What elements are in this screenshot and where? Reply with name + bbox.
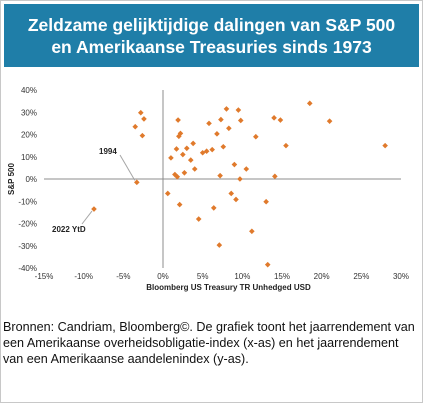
data-point — [173, 146, 180, 152]
scatter-plot: -15% -10% -5% 0% 5% 10% 15% 20% 25% 30% 40% 30% 20% 1… — [7, 86, 409, 292]
data-point — [190, 140, 196, 147]
y-tick-label: 10% — [21, 153, 37, 162]
data-point — [249, 228, 255, 235]
chart-title-line1: Zeldzame gelijktijdige dalingen van S&P … — [27, 14, 396, 35]
x-tick-label: -5% — [116, 272, 130, 281]
data-point — [132, 123, 139, 130]
data-point — [164, 190, 171, 197]
data-point — [271, 115, 277, 121]
y-tick-label: -30% — [18, 242, 37, 251]
data-point — [181, 169, 188, 176]
data-point — [187, 157, 194, 163]
x-tick-label: 0% — [157, 272, 169, 281]
data-point — [237, 176, 243, 182]
data-point — [326, 118, 333, 124]
data-point — [91, 206, 97, 212]
data-point — [184, 145, 190, 152]
data-point — [220, 143, 227, 150]
data-point — [382, 142, 388, 149]
data-point — [203, 148, 210, 154]
x-tick-label: 20% — [314, 272, 330, 281]
annotation-arrow-2022 — [81, 210, 93, 225]
data-point — [306, 100, 313, 107]
data-point — [210, 205, 217, 211]
data-point — [168, 155, 174, 161]
x-tick-label: 25% — [353, 272, 369, 281]
data-point — [277, 117, 284, 123]
y-tick-label: -40% — [18, 264, 37, 273]
data-point — [223, 106, 230, 112]
y-tick-label: 0% — [25, 175, 37, 184]
y-tick-label: -20% — [18, 220, 37, 229]
data-point — [264, 261, 271, 268]
data-point — [226, 125, 232, 132]
data-point — [214, 131, 220, 137]
source-caption: Bronnen: Candriam, Bloomberg©. De grafie… — [3, 320, 415, 367]
data-point — [137, 109, 144, 116]
data-point — [253, 133, 259, 140]
x-tick-label: -10% — [74, 272, 93, 281]
data-point — [175, 117, 181, 123]
y-axis-title: S&P 500 — [7, 163, 16, 195]
x-tick-label: 15% — [274, 272, 290, 281]
data-point — [228, 190, 235, 197]
data-point — [180, 151, 186, 158]
data-point — [231, 161, 238, 168]
data-point — [176, 201, 183, 208]
data-point — [235, 107, 242, 113]
chart-title-banner: Zeldzame gelijktijdige dalingen van S&P … — [4, 4, 419, 67]
y-tick-label: 40% — [21, 86, 37, 95]
x-tick-label: 30% — [393, 272, 409, 281]
y-tick-label: -10% — [18, 197, 37, 206]
data-point — [237, 117, 244, 124]
annotation-label-2022-ytd: 2022 YtD — [52, 225, 86, 234]
data-point — [141, 116, 147, 122]
data-point — [206, 120, 212, 127]
data-point — [216, 242, 223, 248]
x-tick-label: 5% — [197, 272, 209, 281]
x-axis-title: Bloomberg US Treasury TR Unhedged USD — [146, 283, 311, 292]
data-point — [174, 173, 181, 180]
data-point — [134, 179, 140, 186]
y-tick-label: 30% — [21, 108, 37, 117]
chart-title-line2: en Amerikaanse Treasuries sinds 1973 — [51, 36, 372, 57]
data-point — [191, 166, 198, 172]
annotation-arrow-1994 — [119, 154, 136, 181]
data-point — [218, 116, 224, 123]
annotation-label-1994: 1994 — [99, 147, 117, 156]
data-point — [243, 166, 250, 172]
data-point — [263, 198, 269, 205]
data-point — [139, 132, 146, 139]
data-point — [283, 142, 289, 149]
data-point — [217, 172, 223, 179]
y-tick-label: 20% — [21, 131, 37, 140]
data-point — [233, 196, 239, 203]
data-point — [195, 216, 202, 222]
x-tick-label: 10% — [234, 272, 250, 281]
x-tick-label: -15% — [35, 272, 54, 281]
data-point — [209, 146, 215, 153]
data-point — [272, 173, 278, 180]
